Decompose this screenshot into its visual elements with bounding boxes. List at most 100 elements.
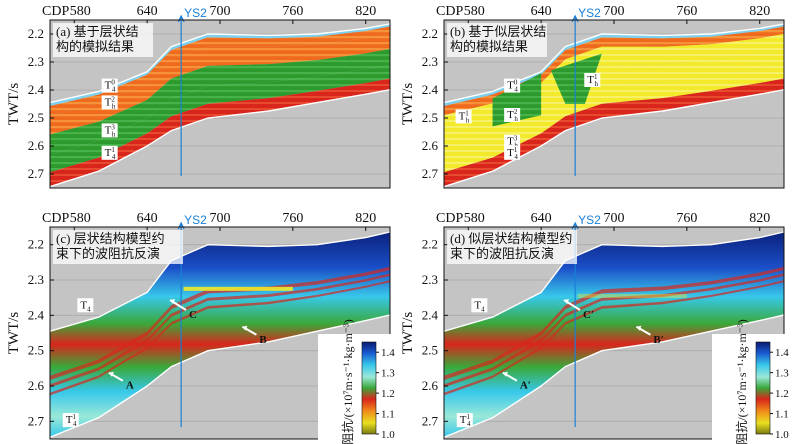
arrow-head-icon: [636, 325, 642, 331]
section-body: [444, 231, 784, 438]
panel-title: 构的模拟结果: [450, 39, 528, 54]
annotation-label: A′: [520, 380, 531, 392]
bottom-horizon: [444, 314, 784, 438]
x-tick-label: 760: [282, 4, 303, 19]
layer-label: T1 4: [507, 146, 518, 161]
y-tick-label: 2.2: [422, 237, 438, 252]
colorbar-label: 波阻抗/(×10⁷m·s⁻¹·kg·m⁻³): [734, 319, 749, 444]
layer-band: [50, 64, 390, 173]
top-horizon: [444, 231, 784, 332]
bottom-horizon: [444, 89, 784, 188]
x-tick-label: 700: [210, 211, 231, 226]
layer-label: T1 h: [459, 109, 470, 124]
x-tick-label: 760: [676, 211, 697, 226]
annotation-label: C′: [583, 309, 594, 321]
layer-label: T1 4: [460, 413, 471, 428]
colorbar: [361, 341, 377, 435]
annotation-label: A: [126, 380, 134, 392]
layer-label-bg: [504, 78, 521, 93]
well-label: YS2: [578, 213, 601, 227]
layer-label: T2 h: [105, 95, 116, 110]
panel-title: 束下的波阻抗反演: [56, 246, 160, 261]
colorbar-tick-label: 1.2: [775, 388, 789, 400]
arrow-head-icon: [502, 371, 508, 377]
arrow-head-icon: [242, 325, 248, 331]
y-tick-label: 2.5: [28, 343, 44, 358]
colorbar-tick-label: 1.1: [381, 409, 395, 421]
cap-band: [444, 23, 784, 106]
y-tick-label: 2.7: [422, 413, 439, 428]
layer-label: T3 h: [507, 135, 518, 150]
y-tick-label: 2.4: [28, 82, 45, 97]
y-tick-label: 2.3: [422, 54, 438, 69]
colorbar-tick-label: 1.2: [381, 388, 395, 400]
y-tick-label: 2.7: [422, 166, 439, 181]
bottom-horizon: [50, 314, 390, 438]
colorbar-bg: [712, 334, 786, 440]
arrow-head-icon: [108, 371, 114, 377]
x-tick-label: 820: [749, 211, 770, 226]
x-tick-label: 580: [464, 211, 485, 226]
x-tick-label: 580: [70, 211, 91, 226]
title-box: [447, 230, 577, 264]
x-tick-label: 820: [749, 4, 770, 19]
layer-band: [444, 48, 784, 155]
layer-band: [50, 48, 390, 155]
y-tick-label: 2.6: [422, 138, 439, 153]
x-tick-label: 580: [70, 4, 91, 19]
title-box: [53, 23, 153, 57]
layer-label-bg: [471, 298, 488, 313]
panel-title: 束下的波阻抗反演: [450, 246, 554, 261]
layer-label: T1 4: [105, 146, 116, 161]
x-tick-label: 700: [604, 211, 625, 226]
y-axis-label: TWT/s: [6, 83, 22, 126]
colorbar-tick-label: 1.4: [381, 347, 395, 359]
x-tick-label: 760: [676, 4, 697, 19]
panel-title: (d) 似层状结构模型约: [450, 231, 572, 246]
title-box: [53, 230, 183, 264]
impedance-streak: [444, 266, 784, 380]
colorbar-tick-label: 1.3: [775, 368, 789, 380]
y-tick-label: 2.4: [422, 82, 439, 97]
cap-band: [50, 23, 390, 106]
y-tick-label: 2.6: [28, 378, 45, 393]
x-tick-label: 820: [355, 211, 376, 226]
colorbar-bg: [318, 334, 392, 440]
y-axis-label: TWT/s: [6, 312, 22, 355]
layer-label-bg: [504, 145, 521, 160]
y-tick-label: 2.5: [422, 110, 438, 125]
green-wedge: [550, 53, 602, 104]
y-axis-label: TWT/s: [400, 312, 416, 355]
y-tick-label: 2.6: [422, 378, 439, 393]
y-tick-label: 2.5: [28, 110, 44, 125]
layer-label: T4: [474, 299, 485, 313]
colorbar-tick-label: 1.0: [381, 429, 395, 441]
x-axis-label: CDP: [42, 4, 69, 19]
panel-b: YS2 CDP 580 640 700 760 820 2.2 2.3 2.4 2.5 2.6 2.7 T…: [400, 4, 785, 189]
y-tick-label: 2.4: [422, 307, 439, 322]
panel-d: YS2 CDP 580 640 700 760 820 2.2 2.3 2.4 2.5 2.6 2.7 T…: [400, 211, 789, 444]
y-tick-label: 2.7: [28, 166, 45, 181]
y-axis-label: TWT/s: [400, 83, 416, 126]
layer-label: T4: [80, 299, 91, 313]
panel-a: YS2 CDP 580 640 700 760 820 2.2 2.3 2.4 2.5 2.6 2.7 T…: [6, 4, 391, 189]
layer-band: [50, 33, 390, 135]
x-tick-label: 640: [531, 4, 552, 19]
layer-label: T0 4: [105, 79, 116, 94]
x-axis-label: CDP: [436, 4, 463, 19]
layer-label: T1 4: [66, 413, 77, 428]
x-axis-label: CDP: [436, 211, 463, 226]
arrow-head-icon: [564, 299, 569, 305]
section-body: [50, 231, 390, 438]
y-tick-label: 2.2: [422, 26, 438, 41]
colorbar: [755, 341, 771, 435]
panel-c: YS2 CDP 580 640 700 760 820 2.2 2.3 2.4 2.5 2.6 2.7 T…: [6, 211, 395, 444]
y-tick-label: 2.3: [28, 272, 44, 287]
colorbar-tick-label: 1.0: [775, 429, 789, 441]
y-tick-label: 2.4: [28, 307, 45, 322]
y-tick-label: 2.2: [28, 237, 44, 252]
layer-band: [444, 33, 784, 135]
colorbar-tick-label: 1.3: [381, 368, 395, 380]
y-tick-label: 2.3: [422, 272, 438, 287]
y-tick-label: 2.6: [28, 138, 45, 153]
